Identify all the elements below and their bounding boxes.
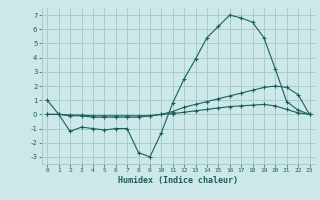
X-axis label: Humidex (Indice chaleur): Humidex (Indice chaleur) [118, 176, 238, 185]
